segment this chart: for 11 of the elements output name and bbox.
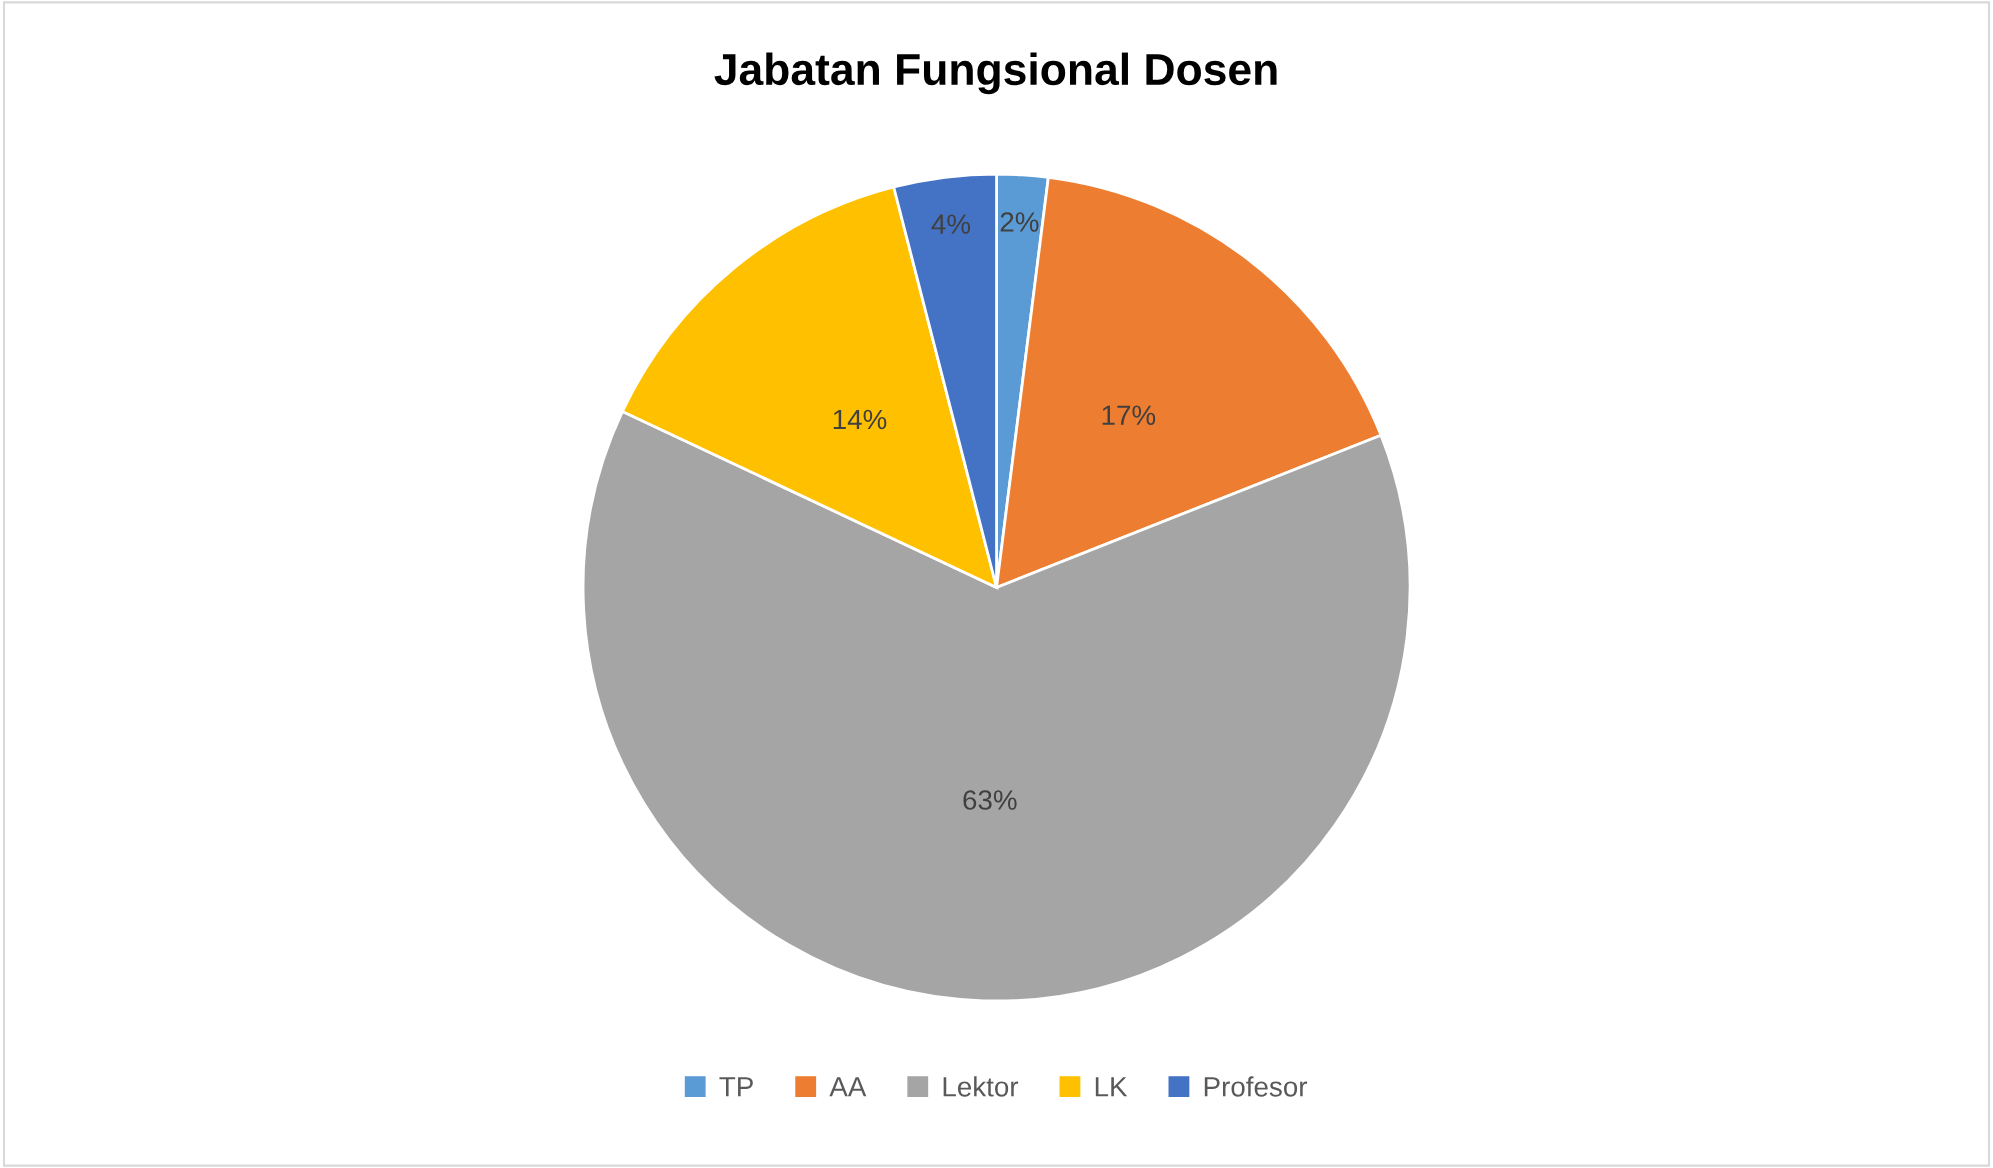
data-label: 2% — [1000, 212, 1039, 232]
data-label: 14% — [833, 409, 887, 430]
legend-label: LK — [1095, 1077, 1128, 1097]
chart-title: Jabatan Fungsional Dosen — [714, 52, 1277, 95]
legend-label: AA — [829, 1077, 867, 1097]
legend-label: TP — [719, 1077, 753, 1097]
data-label: 17% — [1102, 405, 1156, 425]
legend-label: Lektor — [943, 1076, 1019, 1097]
data-label: 63% — [963, 790, 1017, 810]
data-label: 4% — [931, 214, 971, 234]
legend-label: Profesor — [1204, 1076, 1308, 1097]
